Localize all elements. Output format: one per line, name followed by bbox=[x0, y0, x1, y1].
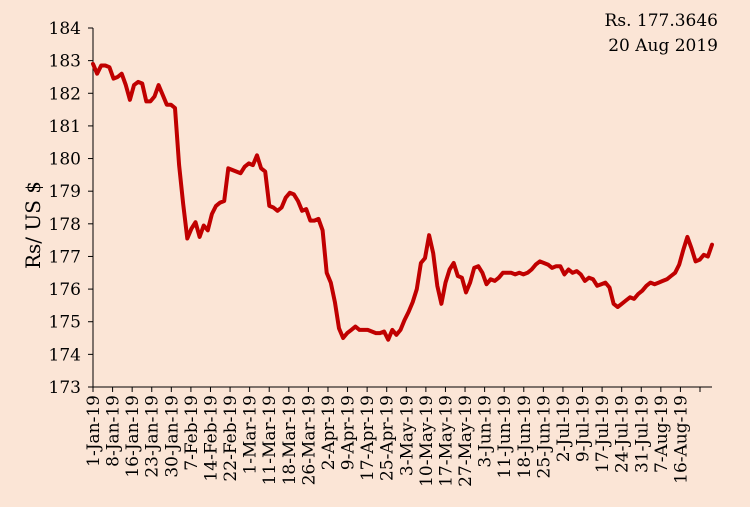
x-tick-label: 14-Feb-19 bbox=[201, 395, 221, 482]
x-tick-label: 8-Jan-19 bbox=[104, 395, 124, 467]
x-tick-label: 16-Aug-19 bbox=[671, 395, 691, 484]
x-tick-label: 30-Jan-19 bbox=[162, 395, 182, 478]
series-layer bbox=[91, 61, 714, 342]
x-tick-label: 17-Apr-19 bbox=[358, 395, 378, 481]
y-tick-label: 178 bbox=[49, 215, 81, 235]
x-tick-label: 27-May-19 bbox=[456, 395, 476, 487]
x-tick-label: 25-Apr-19 bbox=[378, 395, 398, 481]
x-tick-label: 22-Feb-19 bbox=[221, 395, 241, 482]
x-tick-label: 7-Feb-19 bbox=[182, 395, 202, 471]
y-tick-labels: 173 174 175 176 177 178 179 180 181 182 183 184 bbox=[49, 19, 81, 398]
y-tick-label: 175 bbox=[49, 313, 81, 333]
x-tick-label: 17-May-19 bbox=[436, 395, 456, 487]
x-tick-label: 17-Jul-19 bbox=[593, 395, 613, 473]
y-axis-title: Rs/ US $ bbox=[21, 181, 45, 269]
y-tick-label: 177 bbox=[49, 247, 81, 267]
x-tick-label: 23-Jan-19 bbox=[143, 395, 163, 478]
y-tick-label: 176 bbox=[49, 280, 81, 300]
x-tick-label: 1-Jan-19 bbox=[84, 395, 104, 467]
x-tick-label: 18-Jun-19 bbox=[515, 395, 535, 478]
y-tick-label: 184 bbox=[49, 19, 81, 39]
y-tick-label: 183 bbox=[49, 52, 81, 72]
x-tick-label: 1-Mar-19 bbox=[241, 395, 261, 475]
x-tick-label: 18-Mar-19 bbox=[280, 395, 300, 485]
axes bbox=[88, 27, 712, 392]
annotation-rate: Rs. 177.3646 bbox=[605, 11, 718, 31]
x-tick-label: 11-Mar-19 bbox=[260, 395, 280, 485]
x-tick-label: 3-Jun-19 bbox=[476, 395, 496, 468]
y-tick-label: 174 bbox=[49, 345, 81, 365]
x-tick-label: 25-Jun-19 bbox=[534, 395, 554, 478]
x-tick-label: 11-Jun-19 bbox=[495, 395, 515, 478]
annotation-date: 20 Aug 2019 bbox=[608, 36, 718, 56]
x-tick-label: 7-Aug-19 bbox=[652, 395, 672, 473]
x-tick-label: 10-May-19 bbox=[417, 395, 437, 487]
x-tick-label: 16-Jan-19 bbox=[123, 395, 143, 478]
x-tick-label: 9-Apr-19 bbox=[339, 395, 359, 470]
x-tick-label: 9-Jul-19 bbox=[574, 395, 594, 462]
x-tick-label: 24-Jul-19 bbox=[613, 395, 633, 473]
x-tick-label: 26-Mar-19 bbox=[299, 395, 319, 485]
series-line bbox=[91, 61, 714, 342]
y-tick-label: 181 bbox=[49, 117, 81, 137]
x-tick-label: 2-Apr-19 bbox=[319, 395, 339, 470]
y-tick-label: 182 bbox=[49, 84, 81, 104]
y-tick-label: 173 bbox=[49, 378, 81, 398]
y-tick-label: 180 bbox=[49, 150, 81, 170]
x-tick-label: 2-Jul-19 bbox=[554, 395, 574, 462]
y-tick-label: 179 bbox=[49, 182, 81, 202]
x-tick-label: 31-Jul-19 bbox=[632, 395, 652, 473]
x-tick-label: 3-May-19 bbox=[397, 395, 417, 476]
x-tick-labels: 1-Jan-19 8-Jan-19 16-Jan-19 23-Jan-19 30-Jan… bbox=[84, 395, 691, 487]
